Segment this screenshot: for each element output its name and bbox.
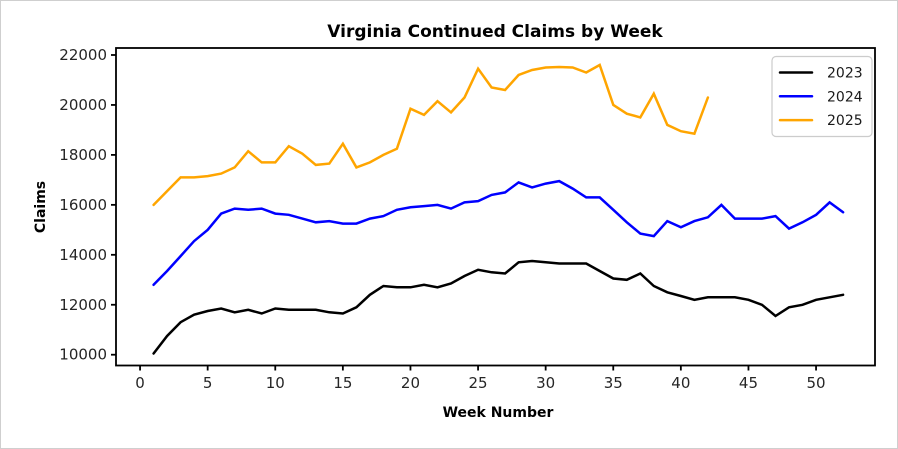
y-tick-label-22000: 22000 [59,46,107,64]
legend-label-2023: 2023 [827,66,863,82]
legend-box [771,55,873,138]
x-axis-label: Week Number [443,405,554,421]
chart-title: Virginia Continued Claims by Week [327,22,663,42]
x-tick-label-25: 25 [469,374,488,392]
y-tick-label-20000: 20000 [59,96,107,114]
y-tick-label-18000: 18000 [59,146,107,164]
y-tick-label-14000: 14000 [59,246,107,264]
axes-spines [115,47,876,367]
x-tick-label-30: 30 [536,374,555,392]
x-tick-label-40: 40 [671,374,690,392]
legend-label-2025: 2025 [827,113,863,129]
y-tick-label-16000: 16000 [59,196,107,214]
x-tick-label-15: 15 [333,374,352,392]
plot-area: 0 5 10 15 20 25 30 35 40 45 5010000120001400016000… [59,46,876,392]
x-tick-label-0: 0 [135,374,145,392]
x-tick-label-35: 35 [604,374,623,392]
y-tick-label-10000: 10000 [59,346,107,364]
series-line-2023 [152,259,845,355]
x-tick-label-5: 5 [203,374,213,392]
x-tick-label-45: 45 [739,374,758,392]
x-tick-label-10: 10 [266,374,285,392]
y-axis-label: Claims [33,181,49,233]
legend-label-2024: 2024 [827,89,863,105]
y-tick-label-12000: 12000 [59,296,107,314]
x-tick-label-20: 20 [401,374,420,392]
series-line-2025 [152,63,710,207]
x-tick-label-50: 50 [807,374,826,392]
series-line-2024 [152,179,845,287]
